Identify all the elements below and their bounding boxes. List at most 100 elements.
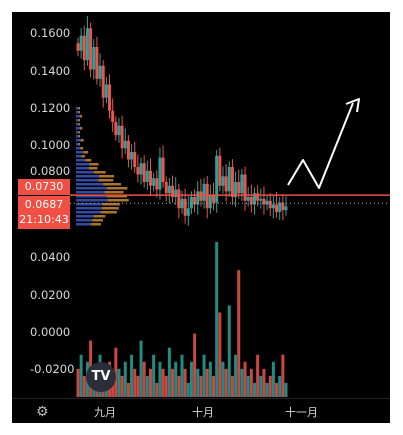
candle-body — [174, 189, 178, 197]
candle-body — [199, 191, 203, 201]
volume-bar — [224, 368, 228, 397]
volume-profile-bar — [76, 183, 103, 186]
volume-profile-bar — [90, 223, 101, 226]
volume-profile-bar — [78, 135, 81, 138]
volume-profile-bar — [76, 215, 94, 218]
volume-profile-bar — [81, 155, 85, 158]
volume-bar — [196, 368, 200, 397]
volume-bar — [218, 312, 222, 397]
candle-body — [108, 84, 112, 111]
candle-body — [196, 191, 200, 205]
volume-profile-bar — [76, 143, 79, 146]
volume-profile-bar — [102, 203, 120, 206]
volume-bar — [262, 368, 266, 397]
drawn-arrow-path — [287, 102, 354, 189]
volume-profile-bar — [78, 131, 80, 134]
volume-profile-bar — [93, 215, 106, 218]
volume-profile-bar — [76, 187, 107, 190]
volume-bar — [227, 305, 231, 397]
volume-bar — [237, 270, 241, 397]
volume-bar — [215, 242, 219, 397]
candle-body — [240, 174, 244, 194]
y-tick-label: 0.0000 — [30, 325, 71, 339]
bar-countdown: 21:10:43 — [19, 213, 69, 226]
volume-profile-bar — [98, 175, 115, 178]
volume-bar — [205, 368, 209, 397]
candle-body — [275, 204, 279, 212]
volume-bar — [148, 368, 152, 397]
y-tick-label: 0.0200 — [30, 288, 71, 302]
volume-profile-bar — [100, 211, 117, 214]
volume-profile-bar — [76, 203, 103, 206]
volume-profile-bar — [104, 191, 124, 194]
candle-body — [189, 197, 193, 209]
candle-body — [89, 28, 93, 70]
candle-body — [104, 84, 108, 98]
volume-profile-bar — [76, 139, 81, 142]
volume-profile-bar — [92, 219, 103, 222]
candle-body — [133, 152, 137, 167]
candle-body — [158, 157, 162, 190]
y-tick-label: -0.0200 — [30, 362, 75, 376]
candle-body — [139, 163, 143, 175]
volume-bar — [167, 347, 171, 397]
volume-bar — [79, 354, 83, 397]
volume-profile-bar — [76, 167, 89, 170]
volume-bar — [186, 382, 190, 397]
volume-profile-bar — [76, 219, 93, 222]
candle-body — [161, 157, 165, 182]
volume-bar — [158, 361, 162, 397]
y-tick-label: 0.1200 — [30, 101, 71, 115]
last-price-badge: 0.0687 21:10:43 — [18, 196, 70, 229]
volume-profile-bar — [76, 223, 91, 226]
volume-profile-bar — [76, 195, 107, 198]
volume-profile-bar — [76, 155, 82, 158]
volume-profile-bar — [80, 139, 84, 142]
y-tick-label: 0.1000 — [30, 138, 71, 152]
volume-profile-bar — [98, 179, 114, 182]
volume-bar — [268, 375, 272, 397]
volume-profile-bar — [78, 143, 80, 146]
candle-body — [167, 185, 171, 194]
candle-body — [208, 195, 212, 209]
volume-profile-bar — [102, 183, 121, 186]
volume-profile-bar — [93, 171, 106, 174]
gear-icon[interactable]: ⚙ — [36, 404, 49, 420]
price-chart[interactable] — [12, 12, 390, 423]
y-tick-label: 0.0800 — [30, 164, 71, 178]
candle-body — [136, 167, 140, 175]
volume-bar — [212, 375, 216, 397]
last-price-value: 0.0687 — [24, 198, 64, 211]
volume-bar — [271, 361, 275, 397]
volume-profile-bar — [106, 195, 127, 198]
candle-body — [79, 35, 83, 51]
candle-body — [111, 110, 115, 122]
volume-profile-bar — [76, 211, 101, 214]
candle-body — [252, 193, 256, 205]
volume-profile-bar — [78, 119, 80, 122]
candle-body — [130, 152, 134, 160]
volume-profile-bar — [80, 147, 84, 150]
price-line-badge: 0.0730 — [18, 179, 70, 195]
candle-body — [221, 176, 225, 186]
volume-bar — [284, 382, 288, 397]
volume-profile-bar — [101, 207, 119, 210]
chart-frame: 0.1600 0.1400 0.1200 0.1000 0.0800 0.040… — [12, 12, 390, 423]
volume-profile-bar — [107, 199, 129, 202]
candle-body — [259, 198, 263, 201]
candle-body — [126, 140, 130, 160]
candle-body — [95, 47, 99, 79]
volume-profile-bar — [88, 167, 98, 170]
x-tick-label: 十一月 — [285, 406, 318, 419]
volume-profile-bar — [76, 131, 79, 134]
candle-body — [85, 28, 89, 61]
volume-bar — [278, 375, 282, 397]
volume-profile-bar — [76, 207, 102, 210]
volume-bar — [230, 375, 234, 397]
volume-profile-bar — [78, 123, 80, 126]
volume-bar — [114, 347, 118, 397]
volume-profile-bar — [76, 191, 105, 194]
candle-body — [249, 197, 253, 205]
tradingview-logo-icon[interactable]: TV — [86, 362, 116, 392]
candle-body — [92, 47, 96, 70]
